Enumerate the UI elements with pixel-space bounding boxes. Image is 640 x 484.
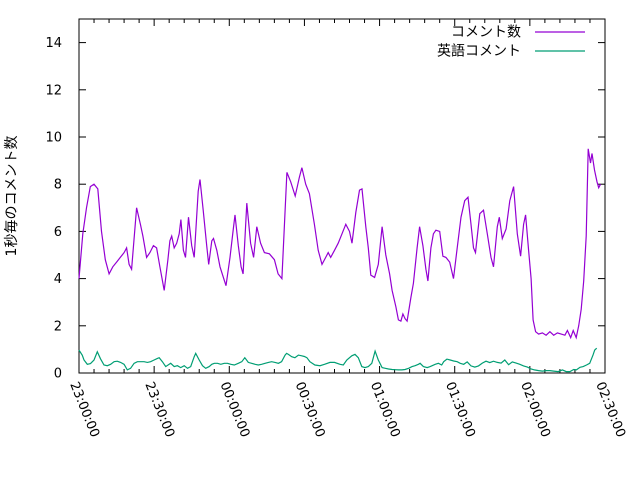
series-line-english-comment [78, 347, 598, 373]
axis-ticks [78, 19, 606, 374]
series-lines [78, 148, 602, 373]
y-tick-label-7: 14 [45, 36, 62, 51]
y-axis-title: 1秒毎のコメント数 [4, 136, 20, 257]
x-tick-label-0: 23:00:00 [66, 380, 102, 440]
x-tick-label-4: 01:00:00 [367, 380, 403, 440]
x-tick-label-2: 00:00:00 [217, 380, 253, 440]
plot-border [78, 18, 606, 374]
x-tick-label-3: 00:30:00 [292, 380, 328, 440]
legend-label-english-comment: 英語コメント [437, 43, 521, 60]
legend-label-comment-count: コメント数 [451, 25, 521, 41]
y-tick-label-1: 2 [54, 319, 62, 334]
x-tick-label-1: 23:30:00 [141, 380, 177, 440]
y-tick-label-2: 4 [54, 272, 62, 287]
legend: コメント数 英語コメント [437, 25, 585, 60]
y-tick-label-0: 0 [54, 367, 62, 382]
y-tick-labels: 0 2 4 6 8 10 12 14 [45, 36, 62, 381]
y-tick-label-5: 10 [45, 131, 62, 146]
y-tick-label-4: 8 [54, 178, 62, 193]
x-tick-labels: 23:00:00 23:30:00 00:00:00 00:30:00 01:0… [66, 380, 628, 440]
y-tick-label-3: 6 [54, 225, 62, 240]
y-tick-label-6: 12 [45, 83, 62, 98]
series-line-comment-count [78, 148, 602, 340]
x-tick-label-6: 02:00:00 [517, 380, 553, 440]
x-tick-label-5: 01:30:00 [442, 380, 478, 440]
x-tick-label-7: 02:30:00 [592, 380, 628, 440]
